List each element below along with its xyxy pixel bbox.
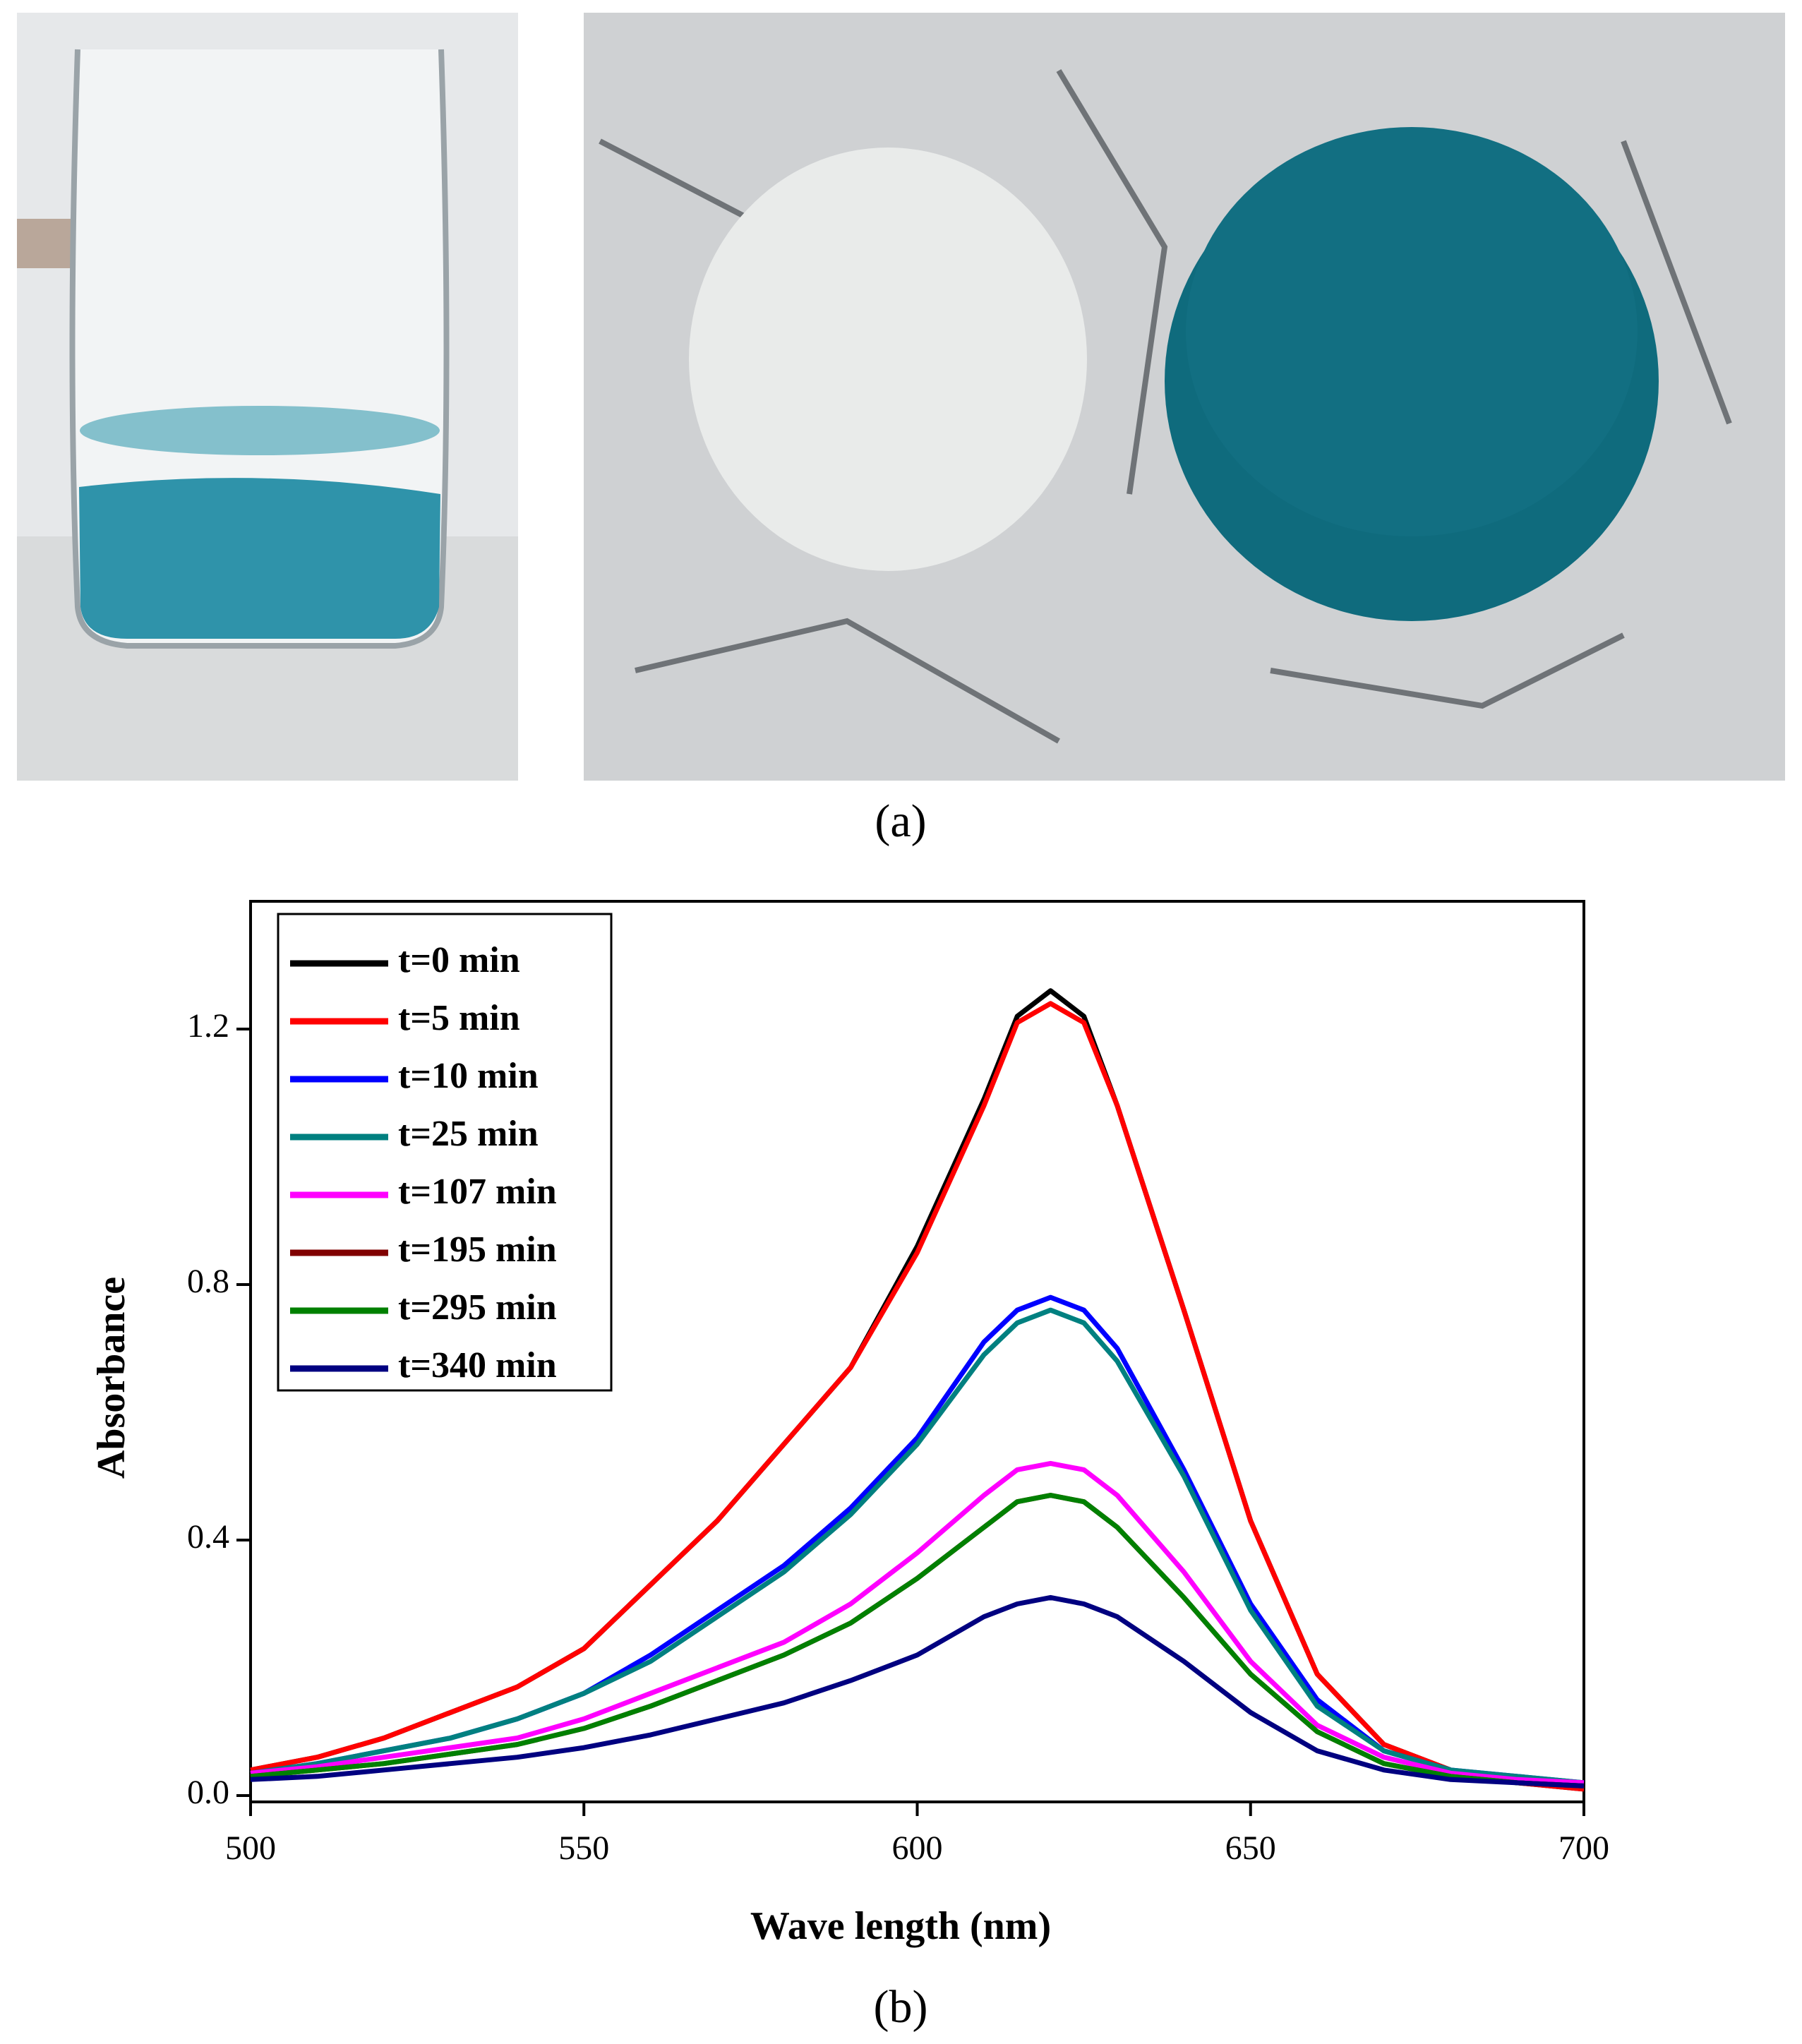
legend-label: t=295 min: [398, 1287, 557, 1328]
legend-label: t=0 min: [398, 940, 520, 980]
legend-label: t=107 min: [398, 1172, 557, 1212]
x-axis-title: Wave length (nm): [750, 1904, 1051, 1948]
series-line: [250, 1001, 1585, 1792]
y-tick-label: 0.0: [187, 1774, 229, 1811]
y-tick-label: 1.2: [187, 1007, 229, 1045]
x-tick-label: 650: [1225, 1829, 1276, 1867]
legend-label: t=25 min: [398, 1114, 539, 1154]
x-tick-label: 600: [892, 1829, 943, 1867]
y-tick-label: 0.4: [187, 1518, 229, 1556]
legend-label: t=195 min: [398, 1230, 557, 1270]
photo-beaker: [17, 13, 518, 781]
y-tick-label: 0.8: [187, 1263, 229, 1300]
legend-label: t=5 min: [398, 998, 520, 1038]
y-axis-title: Absorbance: [90, 1277, 133, 1479]
series-line: [250, 1460, 1585, 1786]
series-line: [250, 1307, 1585, 1786]
series-line: [250, 1594, 1585, 1788]
photo-samples: [584, 13, 1785, 781]
series-line: [250, 1493, 1585, 1788]
panel-label: (a): [875, 795, 926, 847]
panel-label: (b): [874, 1981, 928, 2033]
legend-label: t=340 min: [398, 1345, 557, 1385]
x-tick-label: 550: [558, 1829, 609, 1867]
x-tick-label: 500: [225, 1829, 276, 1867]
x-tick-label: 700: [1558, 1829, 1609, 1867]
legend-label: t=10 min: [398, 1056, 539, 1096]
